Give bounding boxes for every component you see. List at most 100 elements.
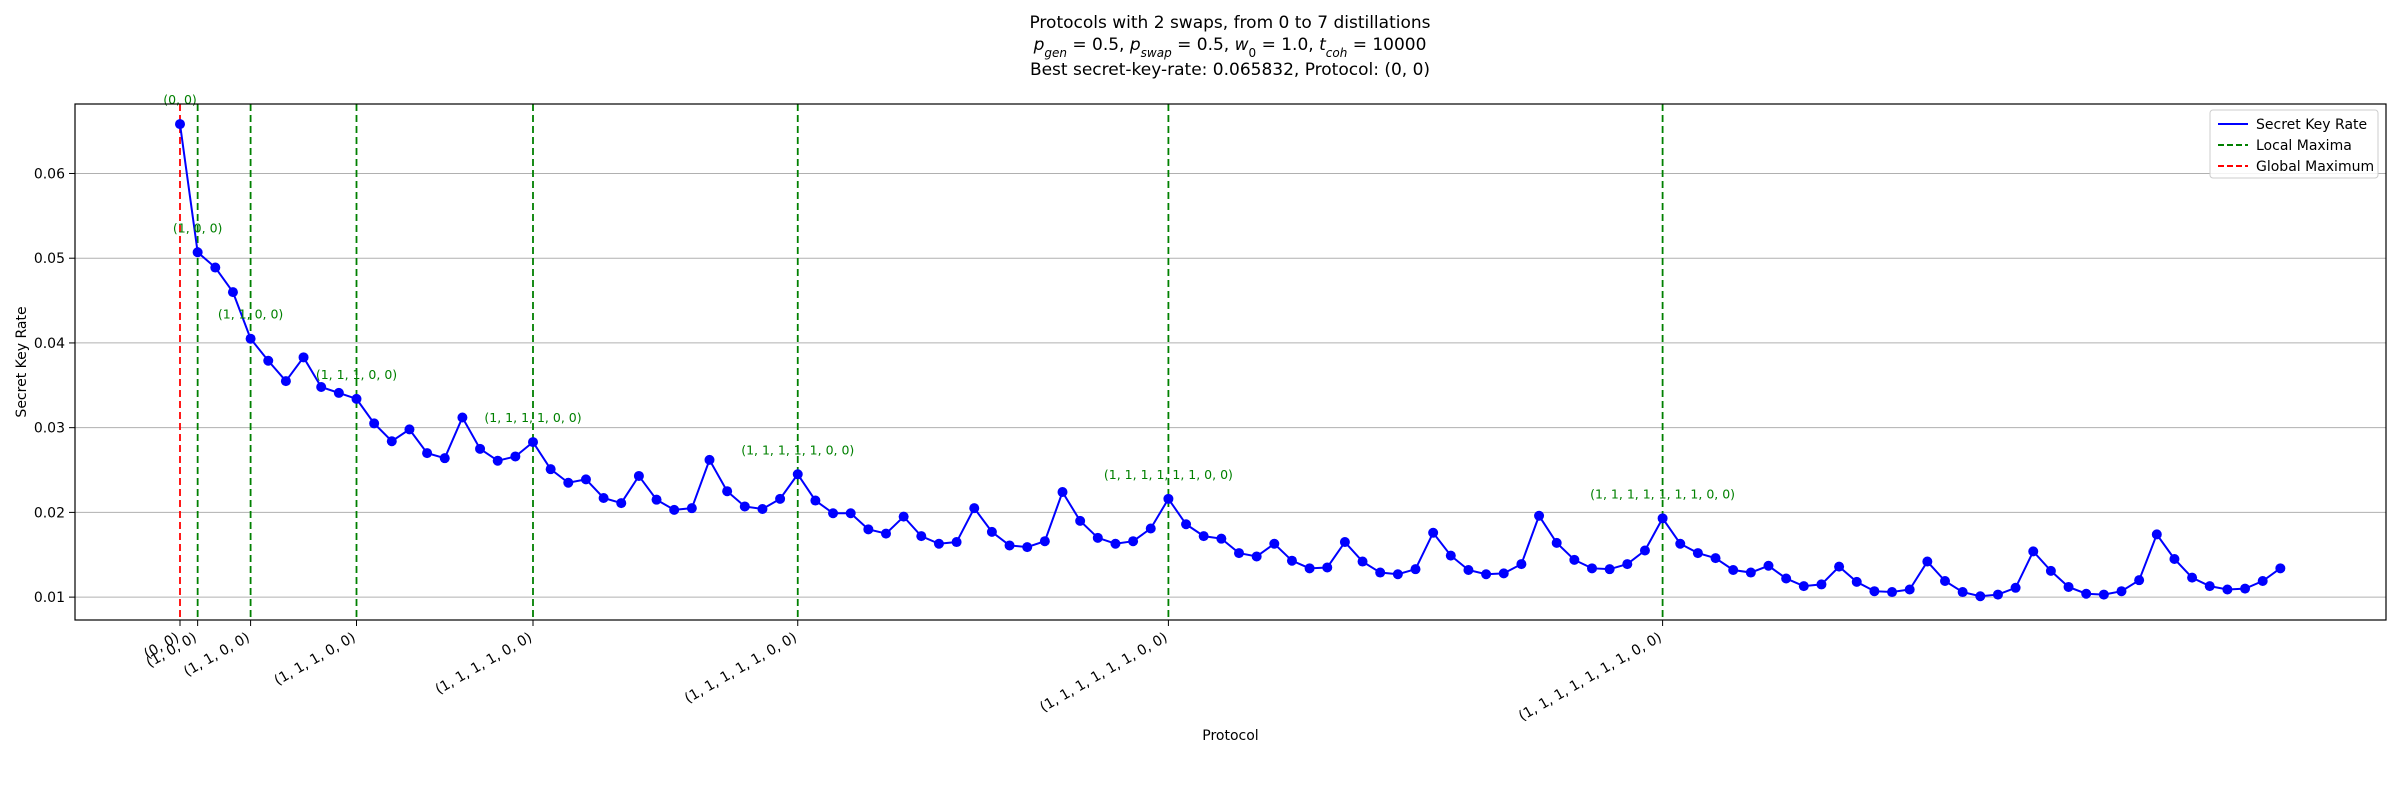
data-point — [669, 504, 680, 515]
param-p-gen-val: = 0.5, — [1067, 35, 1130, 55]
data-point — [1181, 519, 1192, 530]
data-point — [2169, 553, 2180, 564]
data-point — [1057, 487, 1068, 498]
legend-label-secret-key-rate: Secret Key Rate — [2256, 117, 2367, 133]
plot-area: (0, 0) (1, 0, 0) (1, 1, 0, 0) (1, 1, 1, 0, … — [74, 92, 2387, 621]
data-point — [1269, 538, 1280, 549]
data-point — [1410, 564, 1421, 575]
data-point — [1798, 581, 1809, 592]
data-point — [227, 287, 238, 298]
data-point — [2098, 589, 2109, 600]
data-point — [580, 474, 591, 485]
data-point — [1075, 515, 1086, 526]
data-point — [2204, 581, 2215, 592]
data-point — [1375, 567, 1386, 578]
x-tick-label: (1, 1, 1, 0, 0) — [272, 630, 359, 689]
data-point — [986, 526, 997, 537]
local-maximum-annotation: (1, 1, 0, 0) — [218, 307, 283, 322]
data-point — [686, 503, 697, 514]
data-point — [2134, 575, 2145, 586]
plot-frame — [74, 103, 2387, 621]
data-series — [175, 119, 2286, 602]
data-point — [333, 387, 344, 398]
local-maximum-annotation: (1, 1, 1, 1, 0, 0) — [484, 410, 581, 425]
y-tick-label: 0.02 — [34, 505, 65, 521]
param-t-coh: t — [1319, 35, 1327, 55]
data-point — [969, 503, 980, 514]
data-point — [1763, 560, 1774, 571]
data-point — [1587, 563, 1597, 574]
data-point — [2257, 576, 2268, 587]
data-point — [898, 511, 909, 522]
data-point — [1569, 554, 1580, 565]
data-point — [2187, 572, 2198, 583]
data-point — [651, 494, 662, 505]
data-point — [2151, 529, 2162, 540]
data-point — [633, 470, 644, 481]
data-point — [1445, 550, 1456, 561]
data-point — [1940, 576, 1950, 587]
data-point — [457, 412, 468, 423]
data-point — [863, 524, 874, 535]
data-point — [2275, 563, 2286, 574]
data-point — [1322, 562, 1333, 573]
x-tick-label: (1, 1, 1, 1, 1, 0, 0) — [682, 630, 800, 707]
data-point — [1163, 493, 1174, 504]
data-point — [951, 537, 962, 548]
data-point — [280, 376, 291, 387]
data-point — [1110, 538, 1121, 549]
data-point — [1463, 565, 1474, 576]
data-point — [1604, 564, 1615, 575]
data-point — [369, 418, 380, 429]
param-w0: w — [1235, 35, 1249, 55]
x-tick-label: (1, 1, 1, 1, 1, 1, 1, 0, 0) — [1516, 630, 1665, 725]
maxima-lines — [179, 104, 1664, 620]
data-point — [563, 477, 574, 488]
data-point — [1498, 568, 1509, 579]
data-point — [1234, 548, 1244, 559]
data-point — [1657, 513, 1668, 524]
data-point — [810, 495, 821, 506]
y-tick-label: 0.04 — [34, 336, 65, 352]
data-point — [192, 247, 203, 258]
local-maximum-annotation: (1, 0, 0) — [173, 220, 223, 235]
data-point — [439, 453, 450, 464]
x-axis-label: Protocol — [1202, 728, 1258, 744]
data-point — [2028, 546, 2039, 557]
data-point — [1622, 559, 1633, 570]
data-point — [528, 437, 538, 448]
legend-box — [2209, 109, 2379, 179]
data-point — [1198, 531, 1209, 542]
param-w0-val: = 1.0, — [1256, 35, 1319, 55]
data-point — [1639, 545, 1650, 556]
data-point — [704, 454, 715, 465]
data-point — [1887, 587, 1898, 598]
param-p-gen-sub: gen — [1044, 46, 1067, 60]
data-point — [1251, 551, 1262, 562]
param-w0-sub: 0 — [1249, 46, 1257, 60]
data-point — [1975, 591, 1986, 602]
y-axis-ticks: 0.01 0.02 0.03 0.04 0.05 0.06 — [34, 166, 75, 606]
data-point — [1128, 536, 1139, 547]
data-point — [2222, 584, 2233, 595]
param-t-coh-sub: coh — [1326, 46, 1348, 60]
param-t-coh-val: = 10000 — [1347, 35, 1426, 55]
data-point — [492, 455, 503, 466]
data-point — [1869, 586, 1880, 597]
maxima-annotations: (0, 0) (1, 0, 0) (1, 1, 0, 0) (1, 1, 1, 0, … — [163, 92, 1735, 501]
grid-lines — [75, 172, 2386, 598]
data-point — [1392, 569, 1403, 580]
data-point — [1675, 538, 1686, 549]
data-point — [2116, 586, 2127, 597]
data-point — [792, 469, 803, 480]
data-point — [1992, 589, 2003, 600]
data-point — [2063, 581, 2074, 592]
data-point — [1692, 548, 1703, 559]
data-point — [2240, 583, 2251, 594]
param-p-gen: p — [1033, 35, 1045, 55]
y-tick-label: 0.01 — [34, 590, 65, 606]
data-point — [881, 528, 891, 539]
data-point — [1534, 510, 1545, 521]
data-point — [475, 443, 486, 454]
